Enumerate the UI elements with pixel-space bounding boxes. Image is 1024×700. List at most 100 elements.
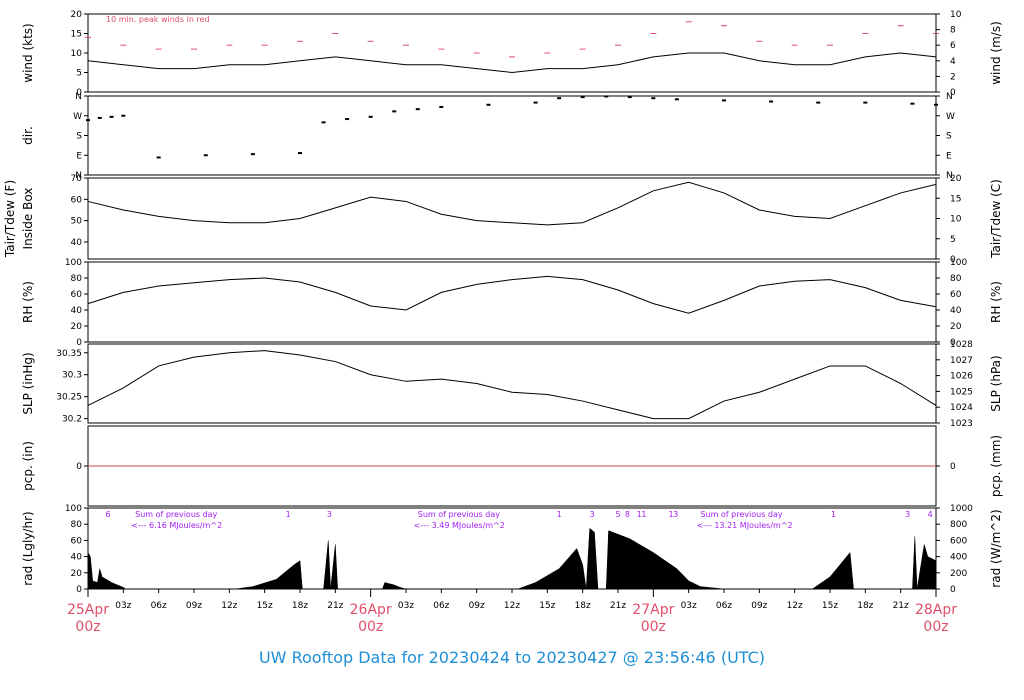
y2-axis-label: SLP (hPa) (989, 355, 1003, 411)
radiation-note-title: Sum of previous day (418, 510, 500, 519)
y2-tick-label: 600 (950, 536, 967, 546)
dir-point (97, 116, 102, 119)
y-tick-label: 100 (65, 258, 82, 268)
y2-tick-label: 0 (950, 338, 956, 348)
radiation-hour-number: 3 (905, 510, 910, 519)
y-tick-label: N (75, 92, 82, 102)
panel-dir: N NE ES SW WN N (73, 92, 955, 181)
y2-tick-label: 20 (950, 322, 962, 332)
y2-tick-label: 1027 (950, 356, 973, 366)
x-tick-label: 18z (575, 601, 591, 611)
x-tick-label: 03z (681, 601, 697, 611)
dir-point (156, 156, 161, 159)
dir-point (604, 95, 609, 98)
dir-point (816, 101, 821, 104)
radiation-hour-number: 8 (625, 510, 630, 519)
dir-point (368, 115, 373, 118)
y-axis-label: Tair/Tdew (F) (3, 180, 17, 258)
y2-tick-label: 400 (950, 553, 967, 563)
panel-frame (87, 177, 937, 260)
y2-tick-label: 4 (950, 57, 956, 67)
dir-point (769, 100, 774, 103)
radiation-area (87, 527, 937, 590)
y2-tick-label: W (946, 112, 955, 122)
panel-frame (87, 343, 937, 424)
x-tick-label: 03z (115, 601, 131, 611)
panel-slp: 30.2 30.25 30.3 30.35 1023 1024 1025 1026 1027 10… (56, 340, 973, 429)
y-tick-label: 60 (71, 290, 83, 300)
x-tick-label: 15z (539, 601, 555, 611)
y2-tick-label: 800 (950, 520, 967, 530)
y2-tick-label: 10 (950, 215, 962, 225)
x-tick-label: 12z (504, 601, 520, 611)
y-tick-label: 10 (71, 49, 83, 59)
y-tick-label: 70 (71, 174, 83, 184)
dir-point (203, 154, 208, 157)
series-line-wind (87, 52, 937, 74)
y2-tick-label: 1023 (950, 419, 973, 429)
series-line-rh (87, 275, 937, 314)
y-tick-label: 0 (76, 338, 82, 348)
x-day-label: 28Apr (915, 602, 957, 618)
panel-temp: 40 50 60 70 0 5 10 15 20 (71, 174, 962, 265)
radiation-hour-number: 1 (831, 510, 836, 519)
x-tick-label: 21z (327, 601, 343, 611)
panel-frame (87, 13, 937, 93)
y-axis-label: SLP (inHg) (21, 352, 35, 414)
dir-point (439, 105, 444, 108)
y-tick-label: 80 (71, 274, 83, 284)
panel-frame (87, 261, 937, 343)
y2-tick-label: 0 (950, 462, 956, 472)
x-day-hour-label: 00z (923, 619, 948, 635)
dir-point (934, 103, 938, 106)
y-tick-label: 30.25 (56, 393, 82, 403)
series-line-slp (87, 350, 937, 420)
dir-point (392, 110, 397, 113)
dir-point (722, 99, 726, 102)
y-tick-label: 100 (65, 504, 82, 514)
radiation-note-value: <--- 13.21 MJoules/m^2 (696, 521, 792, 530)
peak-annotation: 10 min. peak winds in red (106, 15, 210, 24)
y2-tick-label: 60 (950, 290, 962, 300)
y2-tick-label: 1024 (950, 403, 973, 413)
dir-point (910, 102, 915, 105)
dir-point (486, 103, 491, 106)
y2-tick-label: 200 (950, 569, 967, 579)
dir-point (627, 96, 632, 99)
radiation-hour-number: 3 (327, 510, 332, 519)
y-tick-label: 40 (71, 238, 83, 248)
x-tick-label: 06z (433, 601, 449, 611)
x-tick-label: 09z (186, 601, 202, 611)
dir-point (321, 121, 326, 124)
x-tick-label: 09z (751, 601, 767, 611)
radiation-note-value: <--- 6.16 MJoules/m^2 (131, 521, 222, 530)
y-tick-label: 20 (71, 322, 83, 332)
y-tick-label: N (75, 171, 82, 181)
panel-frame (87, 95, 937, 176)
radiation-note-value: <--- 3.49 MJoules/m^2 (414, 521, 505, 530)
y2-tick-label: 1026 (950, 372, 973, 382)
x-tick-label: 06z (151, 601, 167, 611)
y2-tick-label: 1028 (950, 340, 973, 350)
y-tick-label: 40 (71, 306, 83, 316)
series-line-temp (87, 181, 937, 226)
y2-tick-label: 8 (950, 26, 956, 36)
radiation-hour-number: 3 (673, 510, 678, 519)
y-tick-label: 60 (71, 195, 83, 205)
radiation-note-title: Sum of previous day (135, 510, 217, 519)
dir-point (651, 97, 656, 100)
y2-tick-label: 0 (950, 255, 956, 265)
y2-axis-label: wind (m/s) (989, 21, 1003, 85)
y-tick-label: 30.3 (62, 371, 82, 381)
radiation-hour-number: 5 (615, 510, 620, 519)
x-tick-label: 12z (221, 601, 237, 611)
radiation-hour-number: 4 (928, 510, 933, 519)
x-tick-label: 18z (857, 601, 873, 611)
dir-point (345, 118, 350, 121)
x-day-label: 26Apr (350, 602, 392, 618)
y2-tick-label: 5 (950, 235, 956, 245)
y2-tick-label: N (946, 92, 953, 102)
y-tick-label: 0 (76, 462, 82, 472)
y2-axis-label: RH (%) (989, 281, 1003, 323)
y-tick-label: 15 (71, 30, 82, 40)
